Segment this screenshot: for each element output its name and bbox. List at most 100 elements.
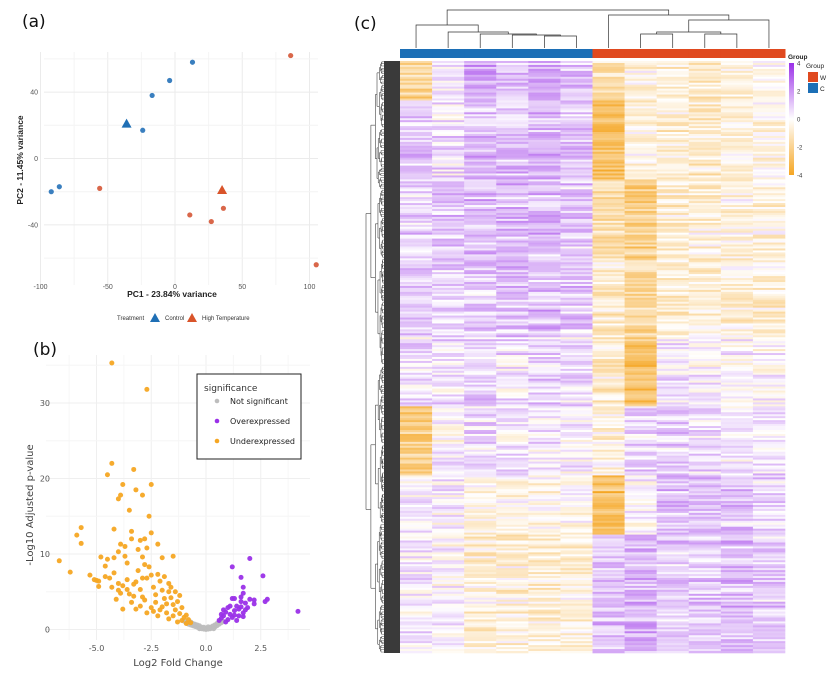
volcano-point-underexpressed [159,587,165,593]
heatmap-cell [528,82,561,85]
heatmap-cell [400,327,433,330]
heatmap-cell [624,368,657,372]
heatmap-cell [720,362,754,366]
heatmap-cell [592,534,625,537]
heatmap-cell [656,151,690,155]
heatmap-cell [656,398,690,401]
heatmap-cell [496,483,529,486]
heatmap-cell [432,499,465,502]
heatmap-cell [720,230,754,233]
heatmap-cell [688,374,722,378]
heatmap-cell [528,430,561,433]
heatmap-cell [624,447,657,451]
heatmap-cell [528,495,561,498]
heatmap-cell [496,323,529,326]
heatmap-cell [560,587,593,591]
volcano-point-underexpressed [159,555,165,561]
heatmap-cell [656,246,690,249]
heatmap-cell [624,566,657,569]
heatmap-cell [720,581,754,585]
group-legend: Group W C [806,63,827,93]
heatmap-cell [528,321,561,324]
heatmap-cell [688,532,722,535]
volcano-point-overexpressed [245,605,251,611]
heatmap-cell [688,272,722,275]
heatmap-cell [624,214,657,218]
heatmap-cell [496,613,529,616]
heatmap-cell [464,526,497,529]
heatmap-cell [464,360,497,364]
heatmap-cell [592,491,625,494]
heatmap-cell [400,562,433,565]
heatmap-cell [496,593,529,597]
volcano-point-overexpressed [238,599,244,605]
heatmap-cell [656,102,690,105]
heatmap-cell [656,428,690,431]
heatmap-cell [688,351,722,354]
heatmap-cell [528,285,561,289]
heatmap-cell [592,609,625,612]
heatmap-cell [496,238,529,241]
heatmap-cell [592,562,625,565]
heatmap-cell [496,347,529,350]
heatmap-cell [528,368,561,372]
heatmap-cell [432,313,465,316]
heatmap-cell [720,88,754,91]
heatmap-cell [624,386,657,389]
volcano-legend-not-significant-icon [214,398,220,404]
heatmap-cell [688,293,722,297]
heatmap-cell [560,139,593,143]
heatmap-cell [528,98,561,101]
heatmap-cell [496,443,529,447]
heatmap-cell [592,345,625,348]
heatmap-cell [624,388,657,391]
heatmap-cell [560,272,593,275]
heatmap-cell [560,518,593,522]
heatmap-cell [656,351,690,354]
heatmap-cell [720,285,754,289]
heatmap-cell [432,562,465,565]
heatmap-cell [496,530,529,533]
heatmap-cell [656,510,690,514]
heatmap-cell [432,390,465,393]
heatmap-cell [688,100,722,103]
heatmap-cell [752,242,786,245]
heatmap-cell [624,487,657,490]
heatmap-cell [752,311,786,314]
heatmap-cell [720,556,754,559]
heatmap-cell [624,633,657,636]
heatmap-cell [592,471,625,474]
heatmap-cell [496,120,529,123]
heatmap-cell [400,203,433,206]
volcano-point-overexpressed [223,619,229,625]
heatmap-cell [592,293,625,297]
heatmap-cell [560,647,593,650]
heatmap-cell [720,343,754,346]
heatmap-cell [592,163,625,166]
heatmap-cell [432,483,465,486]
heatmap-cell [496,595,529,599]
heatmap-cell [624,366,657,370]
heatmap-cell [496,471,529,474]
heatmap-cell [688,540,722,543]
heatmap-cell [400,396,433,399]
heatmap-cell [624,244,657,247]
heatmap-cell [528,420,561,423]
heatmap-cell [400,311,433,314]
heatmap-cell [400,495,433,498]
heatmap-cell [528,120,561,123]
heatmap-cell [592,317,625,320]
heatmap-cell [400,651,433,654]
heatmap-cell [592,430,625,433]
heatmap-cell [496,435,529,439]
volcano-point-underexpressed [170,553,176,559]
pca-point-high-temperature [288,52,294,59]
heatmap-cell [464,137,497,141]
heatmap-cell [432,611,465,614]
heatmap-cell [432,647,465,650]
heatmap-cell [656,62,690,66]
heatmap-cell [656,137,690,141]
heatmap-cell [496,514,529,518]
heatmap-cell [400,244,433,247]
heatmap-cell [752,102,786,105]
